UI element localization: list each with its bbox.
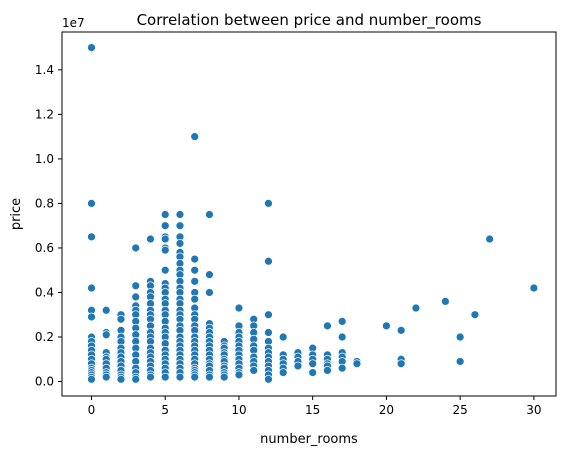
scatter-point	[116, 374, 126, 384]
chart-title: Correlation between price and number_roo…	[137, 11, 482, 30]
scatter-point	[160, 234, 170, 244]
scatter-point	[219, 372, 229, 382]
scatter-point	[175, 372, 185, 382]
scatter-point	[264, 199, 273, 208]
scatter-points	[87, 43, 539, 384]
scatter-point	[293, 361, 303, 371]
scatter-point	[175, 210, 185, 219]
scatter-point	[87, 312, 96, 322]
scatter-point	[87, 374, 96, 384]
scatter-point	[278, 368, 288, 377]
y-axis-label: price	[9, 198, 24, 230]
x-tick-label: 15	[305, 403, 320, 417]
scatter-point	[396, 359, 406, 369]
scatter-point	[411, 303, 421, 313]
scatter-point	[101, 372, 111, 382]
scatter-point	[160, 210, 170, 219]
plot-area-frame	[61, 31, 557, 397]
x-tick-label: 10	[231, 403, 246, 417]
y-tick-label: 0.4	[35, 285, 54, 299]
y-tick-label: 0.2	[35, 330, 54, 344]
scatter-point	[131, 243, 141, 253]
x-tick-label: 5	[161, 403, 169, 417]
scatter-point	[101, 305, 111, 315]
scatter-point	[234, 370, 244, 380]
y-tick-label: 1.2	[35, 107, 54, 121]
scatter-point	[455, 332, 465, 342]
scatter-point	[175, 221, 185, 231]
scatter-point	[337, 317, 347, 326]
scatter-point	[205, 372, 214, 382]
scatter-point	[87, 283, 96, 293]
y-tick-label: 0.8	[35, 196, 54, 210]
scatter-point	[131, 281, 141, 291]
scatter-point	[264, 256, 273, 266]
scatter-point	[441, 297, 450, 306]
scatter-point	[264, 328, 273, 337]
y-tick-label: 0.0	[35, 375, 54, 389]
scatter-point	[337, 363, 347, 373]
scatter-point	[131, 374, 141, 384]
scatter-point	[308, 368, 318, 377]
scatter-point	[308, 359, 318, 369]
scatter-point	[175, 239, 185, 248]
scatter-point	[131, 292, 141, 302]
scatter-point	[190, 294, 200, 304]
scatter-point	[205, 270, 214, 280]
scatter-point	[87, 232, 96, 242]
x-tick-label: 0	[88, 403, 96, 417]
scatter-point	[87, 199, 96, 208]
scatter-point	[190, 265, 200, 275]
x-axis-ticks: 0 5 10 15 20 25 30	[88, 396, 542, 417]
scatter-point	[352, 359, 362, 369]
scatter-point	[234, 303, 244, 313]
scatter-point	[190, 372, 200, 382]
scatter-point	[146, 372, 155, 382]
scatter-point	[278, 332, 288, 342]
scatter-point	[485, 234, 495, 244]
scatter-point	[249, 366, 259, 375]
scatter-point	[160, 221, 170, 231]
scatter-point	[116, 314, 126, 324]
x-axis-label: number_rooms	[260, 432, 358, 447]
scatter-point	[205, 210, 214, 219]
y-axis-ticks: 0.0 0.2 0.4 0.6 0.8 1.0 1.2 1.4	[35, 63, 62, 389]
scatter-point	[87, 43, 96, 52]
scatter-point	[323, 321, 332, 331]
scatter-point	[160, 372, 170, 382]
scatter-point	[337, 332, 347, 342]
scatter-point	[382, 321, 391, 331]
y-tick-label: 1.4	[35, 63, 54, 77]
scatter-point	[205, 288, 214, 297]
scatter-point	[190, 132, 200, 142]
x-tick-label: 20	[379, 403, 394, 417]
scatter-point	[264, 310, 273, 320]
scatter-point	[160, 245, 170, 255]
scatter-point	[455, 357, 465, 366]
y-offset-label: 1e7	[62, 16, 85, 30]
scatter-point	[470, 310, 480, 320]
scatter-point	[529, 283, 539, 293]
scatter-point	[101, 330, 111, 340]
y-tick-label: 0.6	[35, 241, 54, 255]
x-tick-label: 30	[526, 403, 541, 417]
scatter-point	[160, 265, 170, 275]
scatter-point	[396, 325, 406, 335]
scatter-point	[190, 276, 200, 286]
scatter-point	[190, 254, 200, 264]
scatter-point	[323, 366, 332, 375]
scatter-point	[146, 234, 155, 244]
y-tick-label: 1.0	[35, 152, 54, 166]
scatter-point	[264, 374, 273, 384]
x-tick-label: 25	[453, 403, 468, 417]
